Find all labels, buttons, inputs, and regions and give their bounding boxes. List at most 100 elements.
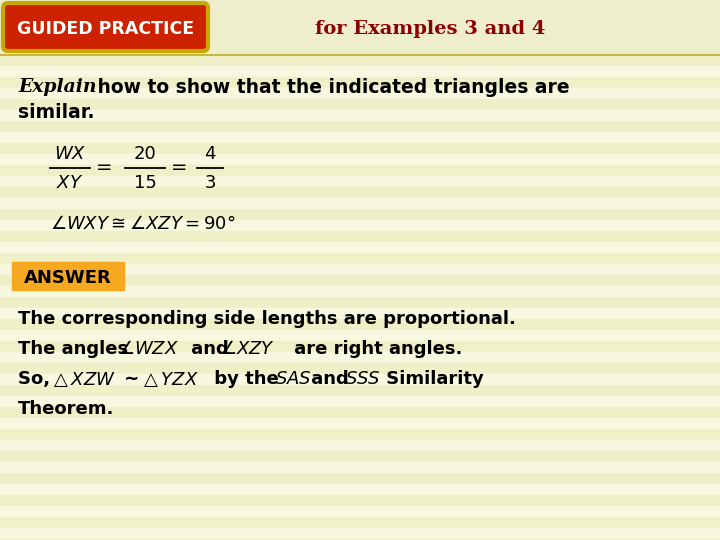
Bar <box>0 11 720 22</box>
Bar <box>0 209 720 220</box>
Text: and: and <box>185 340 235 358</box>
Bar <box>0 88 720 99</box>
Bar <box>0 385 720 396</box>
Bar <box>0 77 720 88</box>
Bar <box>0 99 720 110</box>
Bar <box>12 262 124 290</box>
Text: $\mathit{WX}$: $\mathit{WX}$ <box>54 145 86 163</box>
Bar <box>0 363 720 374</box>
Bar <box>0 253 720 264</box>
Bar <box>0 44 720 55</box>
Bar <box>0 231 720 242</box>
Bar <box>0 330 720 341</box>
Text: ~: ~ <box>118 370 145 388</box>
Text: 15: 15 <box>134 174 156 192</box>
Text: are right angles.: are right angles. <box>288 340 462 358</box>
Bar <box>0 363 720 374</box>
Bar <box>0 66 720 77</box>
Bar <box>0 374 720 385</box>
Text: $\mathit{SAS}$: $\mathit{SAS}$ <box>275 370 312 388</box>
Text: 4: 4 <box>204 145 216 163</box>
Text: 3: 3 <box>204 174 216 192</box>
Bar <box>0 220 720 231</box>
Text: $\mathit{XY}$: $\mathit{XY}$ <box>56 174 84 192</box>
Bar <box>0 121 720 132</box>
Bar <box>0 429 720 440</box>
Bar <box>0 0 720 11</box>
Bar <box>0 407 720 418</box>
Bar <box>0 275 720 286</box>
Bar <box>0 66 720 77</box>
Bar <box>0 187 720 198</box>
Bar <box>0 539 720 540</box>
Bar <box>0 495 720 506</box>
Bar <box>0 418 720 429</box>
Bar <box>0 517 720 528</box>
Bar <box>0 462 720 473</box>
Bar <box>0 528 720 539</box>
Bar <box>0 154 720 165</box>
Bar <box>0 506 720 517</box>
Bar <box>0 473 720 484</box>
Bar <box>0 319 720 330</box>
Bar <box>0 110 720 121</box>
Bar <box>0 55 720 540</box>
Bar <box>0 440 720 451</box>
Bar <box>0 286 720 297</box>
Bar <box>0 506 720 517</box>
Bar <box>0 165 720 176</box>
Bar <box>0 451 720 462</box>
Bar <box>0 264 720 275</box>
Bar <box>0 297 720 308</box>
Bar <box>0 55 720 66</box>
Bar <box>0 396 720 407</box>
Text: =: = <box>171 159 187 178</box>
Bar <box>0 473 720 484</box>
Bar <box>0 330 720 341</box>
Bar <box>0 352 720 363</box>
Bar <box>0 176 720 187</box>
Bar <box>0 143 720 154</box>
Bar <box>0 308 720 319</box>
Bar <box>0 308 720 319</box>
Text: ANSWER: ANSWER <box>24 269 112 287</box>
Bar <box>0 187 720 198</box>
Bar <box>0 352 720 363</box>
Bar <box>0 297 720 308</box>
Bar <box>0 528 720 539</box>
Text: The angles: The angles <box>18 340 135 358</box>
Bar <box>0 132 720 143</box>
Bar <box>0 429 720 440</box>
Bar <box>0 264 720 275</box>
Bar <box>0 209 720 220</box>
Bar <box>0 495 720 506</box>
Text: $\mathit{SSS}$: $\mathit{SSS}$ <box>345 370 381 388</box>
Text: $\angle\mathit{WXY}\cong\angle\mathit{XZY}=90°$: $\angle\mathit{WXY}\cong\angle\mathit{XZ… <box>50 215 235 233</box>
Text: GUIDED PRACTICE: GUIDED PRACTICE <box>17 20 194 38</box>
Bar <box>0 99 720 110</box>
Bar <box>0 385 720 396</box>
Bar <box>0 341 720 352</box>
Bar <box>0 33 720 44</box>
Text: for Examples 3 and 4: for Examples 3 and 4 <box>315 20 545 38</box>
Bar <box>0 484 720 495</box>
Bar <box>0 319 720 330</box>
Bar <box>0 55 720 66</box>
Text: $\angle\mathit{XZY}$: $\angle\mathit{XZY}$ <box>220 340 275 358</box>
Bar <box>0 242 720 253</box>
Bar <box>0 121 720 132</box>
Bar <box>0 88 720 99</box>
Text: by the: by the <box>208 370 285 388</box>
Bar <box>0 418 720 429</box>
Bar <box>0 462 720 473</box>
Bar <box>0 132 720 143</box>
Bar <box>0 242 720 253</box>
Bar <box>0 110 720 121</box>
FancyBboxPatch shape <box>3 3 208 51</box>
Bar <box>0 198 720 209</box>
Bar <box>0 143 720 154</box>
Bar <box>0 22 720 33</box>
Text: $\triangle\mathit{XZW}$: $\triangle\mathit{XZW}$ <box>50 370 116 389</box>
Bar <box>0 374 720 385</box>
Bar <box>0 286 720 297</box>
